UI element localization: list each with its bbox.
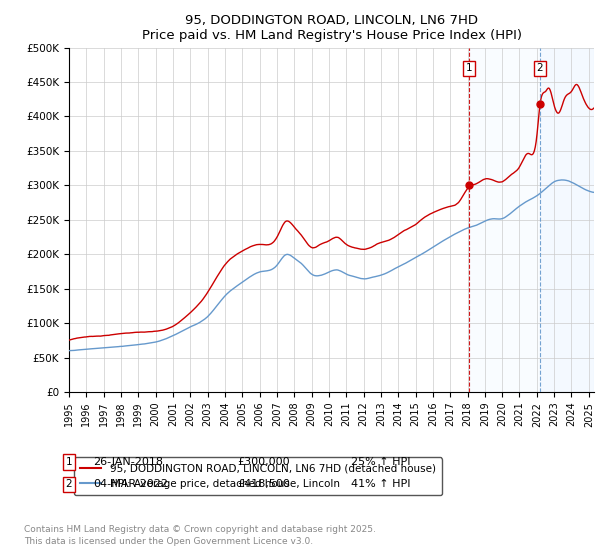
Text: Contains HM Land Registry data © Crown copyright and database right 2025.
This d: Contains HM Land Registry data © Crown c… (24, 525, 376, 546)
Text: 04-MAR-2022: 04-MAR-2022 (93, 479, 168, 489)
Text: £300,000: £300,000 (237, 457, 290, 467)
Text: 1: 1 (466, 63, 472, 73)
Text: 2: 2 (536, 63, 543, 73)
Title: 95, DODDINGTON ROAD, LINCOLN, LN6 7HD
Price paid vs. HM Land Registry's House Pr: 95, DODDINGTON ROAD, LINCOLN, LN6 7HD Pr… (142, 14, 521, 42)
Text: £418,500: £418,500 (237, 479, 290, 489)
Text: 25% ↑ HPI: 25% ↑ HPI (351, 457, 410, 467)
Text: 26-JAN-2018: 26-JAN-2018 (93, 457, 163, 467)
Bar (469, 48, 594, 392)
Text: 41% ↑ HPI: 41% ↑ HPI (351, 479, 410, 489)
Text: 2: 2 (65, 479, 73, 489)
Legend: 95, DODDINGTON ROAD, LINCOLN, LN6 7HD (detached house), HPI: Average price, deta: 95, DODDINGTON ROAD, LINCOLN, LN6 7HD (d… (74, 458, 442, 495)
Text: 1: 1 (65, 457, 73, 467)
Bar (540, 48, 594, 392)
